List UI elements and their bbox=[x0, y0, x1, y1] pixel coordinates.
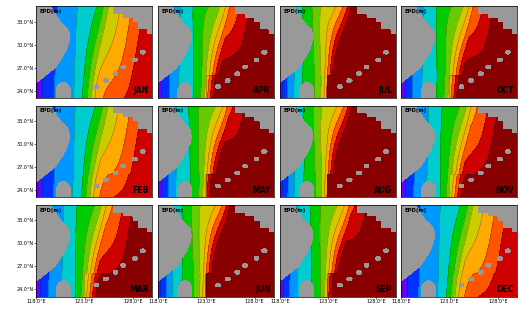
Text: EPD(m): EPD(m) bbox=[40, 9, 62, 14]
Text: EPD(m): EPD(m) bbox=[283, 108, 306, 113]
Text: JUL: JUL bbox=[378, 86, 392, 95]
Text: FEB: FEB bbox=[133, 186, 149, 195]
Text: OCT: OCT bbox=[497, 86, 514, 95]
Text: AUG: AUG bbox=[374, 186, 392, 195]
Text: EPD(m): EPD(m) bbox=[162, 108, 184, 113]
Text: JAN: JAN bbox=[134, 86, 149, 95]
Text: EPD(m): EPD(m) bbox=[405, 9, 427, 14]
Text: EPD(m): EPD(m) bbox=[405, 208, 427, 212]
Text: SEP: SEP bbox=[376, 285, 392, 294]
Text: EPD(m): EPD(m) bbox=[405, 108, 427, 113]
Text: APR: APR bbox=[253, 86, 270, 95]
Text: EPD(m): EPD(m) bbox=[283, 9, 306, 14]
Text: DEC: DEC bbox=[497, 285, 514, 294]
Text: JUN: JUN bbox=[255, 285, 270, 294]
Text: EPD(m): EPD(m) bbox=[40, 108, 62, 113]
Text: MAY: MAY bbox=[252, 186, 270, 195]
Text: EPD(m): EPD(m) bbox=[162, 9, 184, 14]
Text: MAR: MAR bbox=[129, 285, 149, 294]
Text: EPD(m): EPD(m) bbox=[283, 208, 306, 212]
Text: EPD(m): EPD(m) bbox=[40, 208, 62, 212]
Text: NOV: NOV bbox=[495, 186, 514, 195]
Text: EPD(m): EPD(m) bbox=[162, 208, 184, 212]
